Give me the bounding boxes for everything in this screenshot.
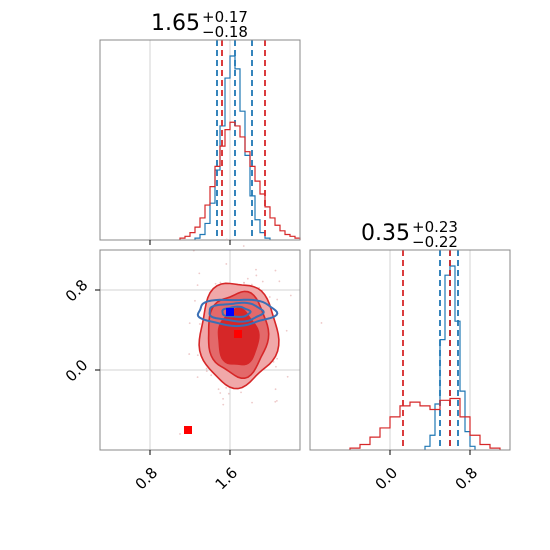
- joint-sample-point: [227, 392, 230, 395]
- joint-sample-point: [320, 322, 323, 324]
- joint-sample-point: [268, 296, 271, 298]
- param-2-title-plus: +0.23: [412, 218, 458, 236]
- param-2-title-minus: −0.22: [412, 233, 458, 251]
- joint-sample-point: [274, 388, 277, 391]
- joint-sample-point: [198, 323, 201, 325]
- joint-sample-point: [222, 397, 224, 400]
- joint-x-tick-label-1: 1.6: [212, 464, 242, 494]
- joint-sample-point: [276, 357, 279, 360]
- joint-contour-panel: 0.8 1.6 0.0 0.8: [62, 238, 323, 494]
- joint-sample-point: [196, 284, 199, 287]
- param-2-title-value: 0.35: [361, 221, 410, 246]
- joint-blue-contour-level-2: [221, 305, 252, 318]
- joint-marker-1: [234, 330, 242, 338]
- joint-sample-point: [219, 392, 222, 394]
- joint-sample-point: [240, 391, 242, 394]
- joint-sample-point: [274, 400, 277, 403]
- joint-sample-point: [251, 401, 253, 404]
- joint-sample-point: [275, 365, 277, 368]
- joint-sample-point: [188, 322, 191, 325]
- joint-sample-point: [205, 367, 208, 370]
- param-1-title-minus: −0.18: [202, 23, 248, 41]
- joint-sample-point: [289, 294, 292, 297]
- joint-sample-point: [278, 280, 281, 283]
- joint-y-tick-label-0: 0.0: [62, 356, 92, 386]
- joint-x-tick-label-0: 0.8: [132, 464, 162, 494]
- joint-sample-point: [225, 263, 228, 265]
- joint-sample-point: [217, 388, 220, 391]
- joint-sample-point: [242, 245, 245, 247]
- joint-sample-point: [286, 375, 289, 378]
- joint-sample-point: [225, 238, 228, 241]
- joint-sample-point: [276, 298, 279, 301]
- joint-sample-point: [219, 281, 222, 284]
- joint-sample-point: [274, 269, 277, 272]
- joint-sample-point: [194, 299, 196, 302]
- joint-sample-point: [222, 403, 225, 406]
- param-2-x-tick-label-0: 0.0: [372, 464, 402, 494]
- param-2-x-tick-label-1: 0.8: [452, 464, 482, 494]
- param-1-red-histogram-step: [179, 121, 301, 240]
- joint-sample-point: [272, 361, 275, 363]
- joint-sample-point: [246, 277, 249, 280]
- joint-blue-contour-level-0: [196, 298, 279, 328]
- joint-blue-contour-level-1: [208, 301, 265, 323]
- joint-sample-point: [285, 329, 288, 332]
- param-1-blue-histogram-step: [194, 55, 271, 240]
- param-1-histogram-frame: [99, 39, 301, 241]
- joint-sample-point: [210, 374, 213, 377]
- joint-sample-point: [225, 386, 228, 389]
- joint-y-tick-label-1: 0.8: [62, 276, 92, 306]
- param-1-histogram-panel: 1.65 +0.17 −0.18: [99, 8, 301, 245]
- joint-sample-point: [261, 280, 264, 283]
- joint-marker-2: [184, 426, 192, 434]
- joint-marker-0: [226, 308, 234, 316]
- joint-sample-point: [205, 370, 208, 373]
- joint-sample-point: [196, 376, 199, 379]
- joint-sample-point: [198, 272, 201, 275]
- joint-sample-point: [188, 353, 191, 355]
- param-1-title-plus: +0.17: [202, 8, 248, 26]
- joint-sample-point: [255, 274, 258, 277]
- param-1-title-value: 1.65: [151, 11, 200, 36]
- joint-sample-point: [243, 281, 245, 284]
- param-2-histogram-frame: [309, 249, 511, 451]
- joint-sample-point: [214, 282, 217, 285]
- param-2-histogram-panel: 0.0 0.8 0.35 +0.23 −0.22: [309, 218, 511, 494]
- joint-sample-point: [275, 400, 278, 402]
- joint-sample-point: [196, 354, 199, 357]
- joint-sample-point: [250, 283, 253, 286]
- joint-sample-point: [179, 433, 181, 435]
- joint-panel-frame: [99, 249, 301, 451]
- joint-sample-point: [255, 268, 257, 271]
- param-2-red-histogram-step: [349, 397, 501, 450]
